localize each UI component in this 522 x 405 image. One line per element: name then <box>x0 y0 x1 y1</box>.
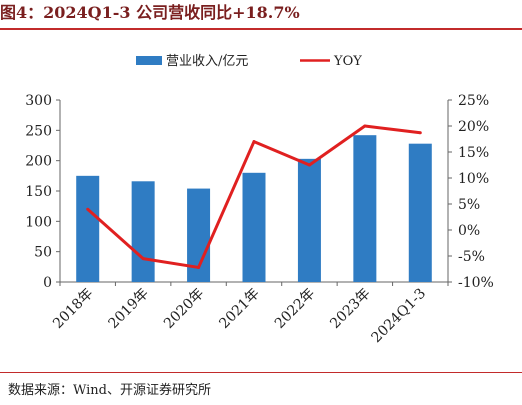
y-right-tick-label: -10% <box>458 275 494 291</box>
legend-line-label: YOY <box>333 54 362 69</box>
figure-title: 图4：2024Q1-3 公司营收同比+18.7% <box>0 3 300 22</box>
revenue-bar <box>242 172 266 282</box>
x-tick-label: 2019年 <box>106 286 152 332</box>
revenue-bar <box>131 181 155 282</box>
yoy-point <box>252 140 256 144</box>
revenue-bar <box>297 158 321 282</box>
revenue-bar <box>187 188 211 282</box>
x-tick-label: 2021年 <box>216 286 262 332</box>
chart-legend: 营业收入/亿元 YOY <box>136 54 362 69</box>
y-right-tick-label: -5% <box>458 249 485 265</box>
legend-bar-label: 营业收入/亿元 <box>166 54 248 69</box>
y-left-tick-label: 0 <box>43 275 52 291</box>
y-right-tick-label: 15% <box>458 145 489 161</box>
x-tick-label: 2018年 <box>50 286 96 332</box>
yoy-point <box>363 124 367 128</box>
y-right-tick-label: 10% <box>458 171 489 187</box>
x-tick-label: 2020年 <box>161 286 207 332</box>
yoy-point <box>418 131 422 135</box>
legend-bar-swatch <box>136 56 162 65</box>
title-divider <box>0 28 522 30</box>
x-tick-label: 2022年 <box>272 286 318 332</box>
y-left-tick-label: 50 <box>34 245 52 261</box>
y-left-tick-label: 200 <box>25 154 52 170</box>
yoy-point <box>86 207 90 211</box>
source-note: 数据来源：Wind、开源证券研究所 <box>8 383 211 398</box>
y-right-tick-label: 20% <box>458 119 489 135</box>
revenue-bar <box>76 175 100 282</box>
revenue-bar <box>408 143 432 282</box>
y-right-tick-label: 25% <box>458 93 489 109</box>
yoy-point <box>197 265 201 269</box>
chart: 营业收入/亿元 YOY 0 50 100 150 200 250 300 -10% -5% 0% 5… <box>25 54 494 347</box>
y-left-tick-label: 100 <box>25 214 52 230</box>
x-tick-label: 2023年 <box>327 286 373 332</box>
revenue-bar <box>353 135 377 282</box>
y-left-tick-label: 300 <box>25 93 52 109</box>
yoy-point <box>141 257 145 261</box>
footer-divider <box>0 372 522 373</box>
y-left-tick-label: 150 <box>25 184 52 200</box>
yoy-point <box>307 163 311 167</box>
y-right-tick-label: 0% <box>458 223 480 239</box>
y-right-tick-label: 5% <box>458 197 480 213</box>
x-tick-label: 2024Q1-3 <box>369 286 430 347</box>
y-left-tick-label: 250 <box>25 123 52 139</box>
